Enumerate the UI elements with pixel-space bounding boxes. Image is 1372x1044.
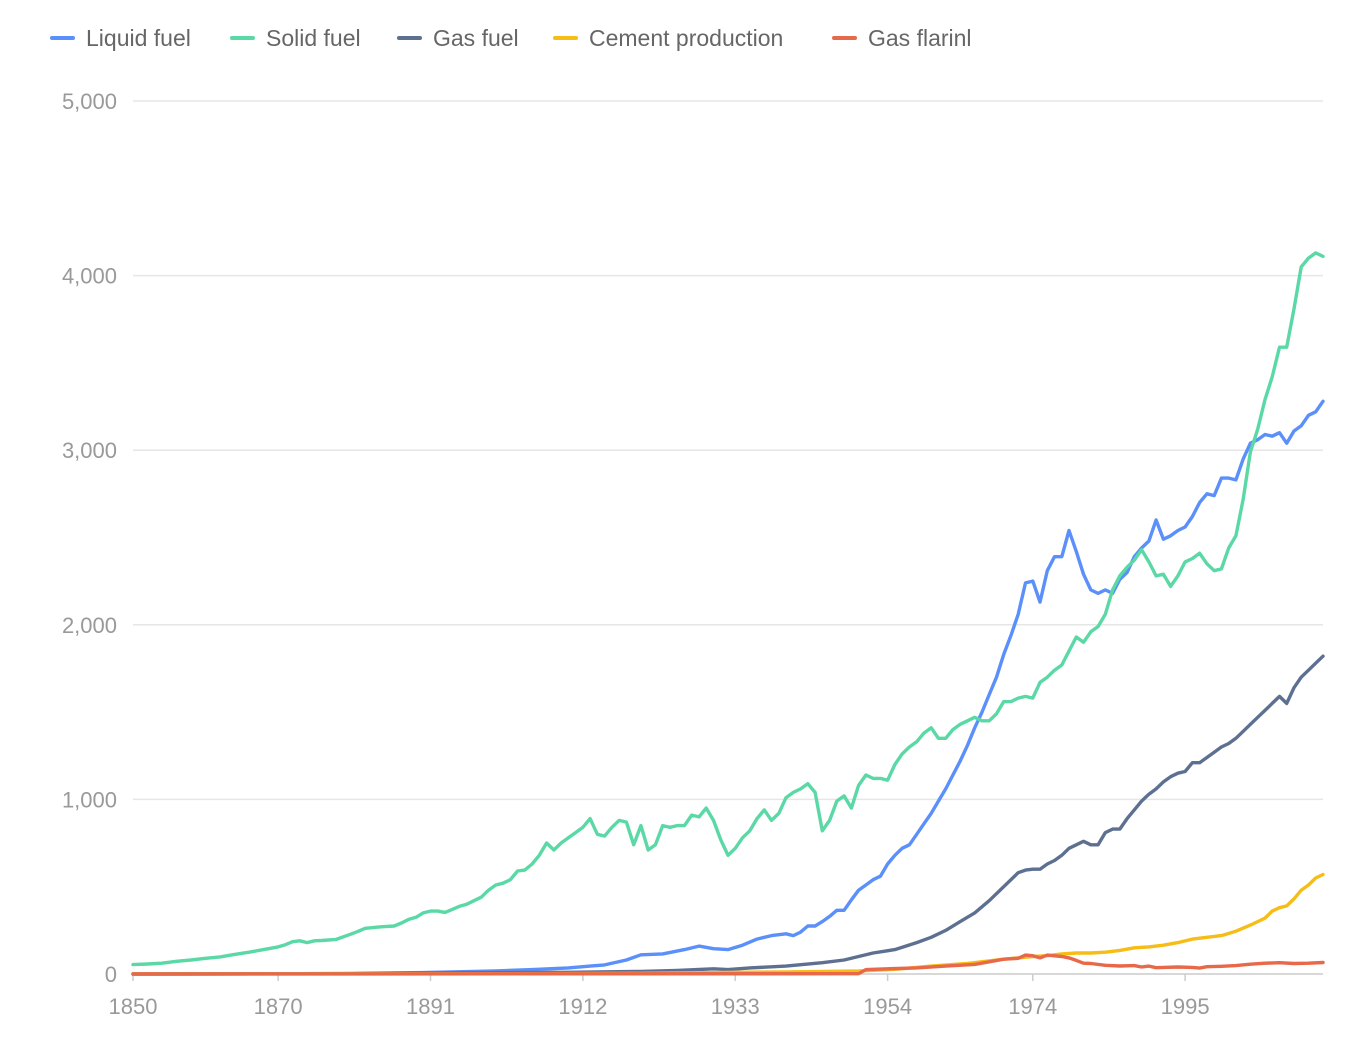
series-line-solid-fuel [131,251,1325,967]
y-tick-label: 5,000 [62,89,117,114]
x-tick-label: 1954 [863,994,912,1019]
legend-label: Liquid fuel [86,25,191,51]
x-axis: 1850 1870 1891 1912 1933 1954 1974 1995 [109,973,1323,1019]
legend-item-cement-production[interactable]: Cement production [553,25,783,51]
grid-lines [133,100,1323,801]
y-tick-label: 4,000 [62,264,117,289]
series-lines [131,251,1325,976]
y-tick-label: 2,000 [62,613,117,638]
y-tick-label: 3,000 [62,438,117,463]
series-line-liquid-fuel [131,399,1325,976]
legend-label: Gas fuel [433,25,519,51]
x-tick-label: 1850 [109,994,158,1019]
y-tick-label: 0 [105,962,117,987]
legend-label: Cement production [589,25,783,51]
series-line-cement-production [131,872,1325,976]
legend-label: Solid fuel [266,25,361,51]
x-tick-label: 1933 [711,994,760,1019]
legend-item-gas-fuel[interactable]: Gas fuel [397,25,519,51]
legend-item-solid-fuel[interactable]: Solid fuel [230,25,361,51]
x-tick-label: 1870 [254,994,303,1019]
legend-label: Gas flarinl [868,25,972,51]
x-tick-label: 1974 [1008,994,1057,1019]
series-line-gas-fuel [131,654,1325,976]
x-tick-label: 1995 [1161,994,1210,1019]
y-axis: 0 1,000 2,000 3,000 4,000 5,000 [62,89,117,987]
legend-item-liquid-fuel[interactable]: Liquid fuel [50,25,191,51]
legend[interactable]: Liquid fuel Solid fuel Gas fuel Cement prod… [50,25,972,51]
legend-item-gas-flarinl[interactable]: Gas flarinl [832,25,972,51]
x-tick-label: 1912 [558,994,607,1019]
series-line-gas-flarinl [131,953,1325,976]
x-tick-label: 1891 [406,994,455,1019]
y-tick-label: 1,000 [62,787,117,812]
